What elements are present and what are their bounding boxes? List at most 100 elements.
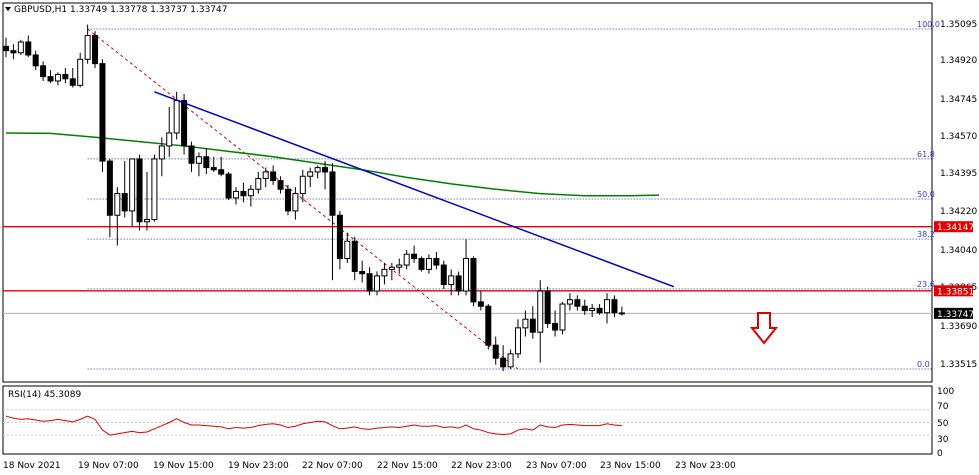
candle	[47, 70, 54, 84]
candle	[143, 171, 150, 231]
rsi-panel-frame	[2, 385, 933, 455]
time-tick: 18 Nov 2021	[3, 461, 61, 471]
candle-body	[596, 307, 603, 314]
candle-body	[181, 99, 188, 147]
candle-body	[344, 240, 351, 260]
candle-body	[25, 41, 32, 56]
candle	[433, 252, 440, 270]
candle-body	[143, 219, 150, 223]
candle	[188, 141, 195, 172]
candle-body	[151, 158, 158, 221]
candle	[411, 245, 418, 263]
price-tick: 1.35095	[940, 20, 977, 30]
candle	[77, 52, 84, 88]
candle-body	[611, 299, 618, 314]
candle-body	[114, 193, 121, 216]
candle	[425, 254, 432, 274]
candle	[618, 306, 625, 316]
trend-line-group	[154, 91, 675, 288]
candle-body	[366, 273, 373, 292]
candlesticks	[3, 24, 625, 372]
candle-body	[225, 173, 232, 199]
candle	[69, 67, 76, 88]
candle-body	[10, 50, 17, 54]
chevron-down-icon[interactable]	[5, 7, 11, 11]
rsi-tick: 0	[937, 449, 943, 459]
candle	[344, 232, 351, 263]
candle	[418, 256, 425, 272]
candle	[210, 156, 217, 172]
candle-body	[463, 258, 470, 292]
candle	[403, 249, 410, 270]
price-tick: 1.34570	[940, 132, 977, 142]
candle-body	[270, 171, 277, 182]
rsi-tick: 50	[937, 419, 949, 429]
candle-body	[62, 73, 69, 80]
candle	[195, 152, 202, 177]
time-tick: 22 Nov 07:00	[302, 461, 363, 471]
candle-body	[17, 41, 24, 54]
candle	[455, 271, 462, 296]
candle	[181, 93, 188, 155]
candle-body	[69, 78, 76, 86]
candle	[351, 236, 358, 281]
rsi-tick: 30	[937, 435, 949, 445]
candle	[552, 310, 559, 337]
resistance-tag-1: 1.34147	[934, 221, 974, 233]
candle-body	[604, 299, 611, 314]
candle-body	[581, 305, 588, 312]
price-tick: 1.34220	[940, 207, 977, 217]
candle-body	[388, 266, 395, 270]
candle	[114, 187, 121, 246]
candle-body	[574, 299, 581, 307]
candle	[99, 59, 106, 172]
candle	[277, 176, 284, 194]
candle	[166, 106, 173, 157]
candle	[307, 167, 314, 188]
candle-body	[507, 353, 514, 368]
rsi-indicator	[5, 415, 622, 436]
time-tick: 19 Nov 23:00	[228, 461, 289, 471]
candle-body	[240, 190, 247, 197]
resistance-price-2: 1.33851	[937, 287, 974, 297]
candle	[537, 280, 544, 363]
candle	[54, 72, 61, 86]
time-axis: 18 Nov 2021 19 Nov 07:00 19 Nov 15:00 19…	[3, 461, 736, 471]
candle	[596, 304, 603, 315]
candle-body	[158, 145, 165, 160]
candle	[158, 137, 165, 177]
candle	[381, 262, 388, 285]
candle	[247, 184, 254, 207]
candle	[233, 187, 240, 205]
current-price-tag: 1.33747	[934, 307, 974, 320]
candle	[329, 163, 336, 281]
candle-body	[218, 169, 225, 175]
candle-body	[359, 271, 366, 275]
candle	[25, 35, 32, 58]
candle	[374, 271, 380, 296]
candle	[529, 306, 536, 339]
fib-level-label: 23.6	[917, 280, 935, 289]
candle-body	[54, 73, 61, 82]
candle-body	[292, 193, 299, 212]
candle-body	[92, 34, 99, 65]
rsi-tick: 100	[937, 387, 954, 397]
candle-body	[566, 299, 573, 305]
candle-body	[529, 318, 536, 333]
candle-body	[381, 268, 388, 277]
candle-body	[299, 175, 306, 195]
candle	[522, 310, 529, 337]
rsi-label: RSI(14) 45.3089	[8, 390, 81, 400]
candle-body	[374, 275, 380, 292]
candle-body	[522, 318, 529, 329]
candle	[32, 50, 39, 71]
candle-body	[552, 323, 559, 331]
time-tick: 22 Nov 15:00	[377, 461, 438, 471]
time-tick: 23 Nov 07:00	[526, 461, 587, 471]
candle-body	[84, 34, 91, 60]
candle-body	[455, 275, 462, 292]
candle-body	[277, 180, 284, 190]
candle-body	[262, 171, 269, 179]
candle	[559, 301, 566, 335]
candle	[507, 349, 514, 370]
